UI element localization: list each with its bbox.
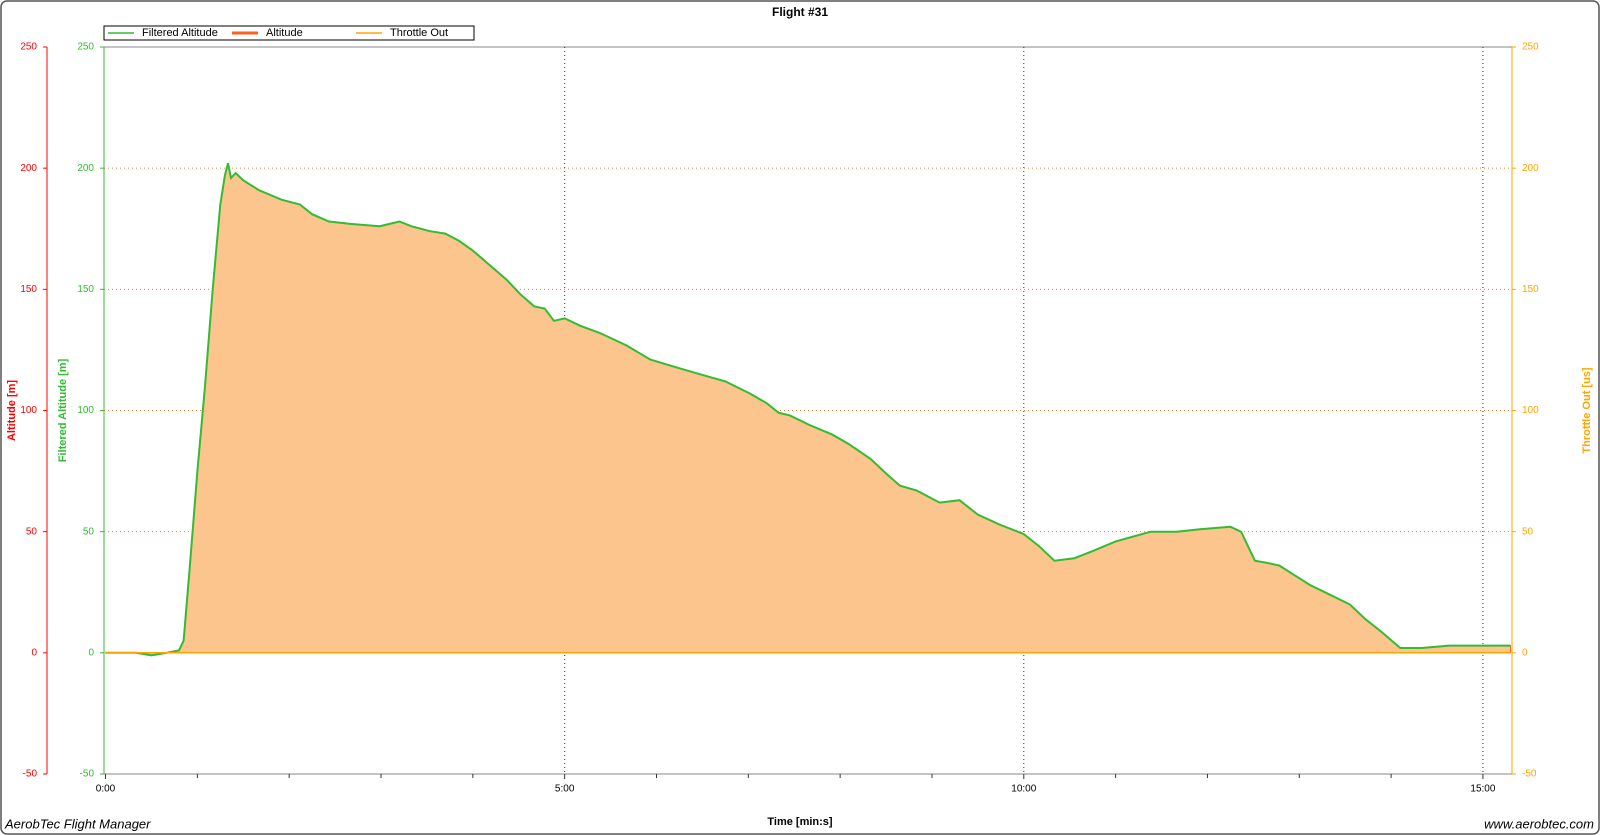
x-tick-label: 5:00 xyxy=(555,784,575,795)
y-tick-label: 0 xyxy=(88,647,94,658)
x-axis-label: Time [min:s] xyxy=(767,816,833,828)
footer-left: AerobTec Flight Manager xyxy=(4,816,151,831)
chart-title: Flight #31 xyxy=(772,5,828,19)
y-tick-label: 200 xyxy=(77,163,94,174)
y-tick-label: 50 xyxy=(26,526,38,537)
y-axis-label: Filtered Altitude [m] xyxy=(57,358,69,462)
footer-right: www.aerobtec.com xyxy=(1484,816,1594,831)
y-tick-label: 100 xyxy=(20,405,37,416)
y-tick-label: 150 xyxy=(1522,284,1539,295)
y-tick-label: 0 xyxy=(31,647,37,658)
line xyxy=(105,163,1511,657)
y-tick-label: -50 xyxy=(1522,769,1537,780)
y-tick-label: 250 xyxy=(1522,42,1539,53)
y-tick-label: 250 xyxy=(20,42,37,53)
y-tick-label: -50 xyxy=(80,769,95,780)
y-tick-label: 0 xyxy=(1522,647,1528,658)
y-tick-label: 100 xyxy=(1522,405,1539,416)
y-tick-label: 150 xyxy=(20,284,37,295)
legend-label: Throttle Out xyxy=(390,27,448,39)
y-tick-label: 50 xyxy=(83,526,95,537)
x-tick-label: 0:00 xyxy=(96,784,116,795)
y-tick-label: -50 xyxy=(23,769,38,780)
legend-label: Altitude xyxy=(266,27,303,39)
legend-label: Filtered Altitude xyxy=(142,27,218,39)
y-tick-label: 250 xyxy=(77,42,94,53)
legend-box xyxy=(103,25,475,41)
y-tick-label: 200 xyxy=(1522,163,1539,174)
y-axis-label: Altitude [m] xyxy=(6,380,18,441)
y-tick-label: 150 xyxy=(77,284,94,295)
y-axis-label: Throttle Out [us] xyxy=(1581,367,1593,453)
y-tick-label: 100 xyxy=(77,405,94,416)
y-tick-label: 200 xyxy=(20,163,37,174)
x-tick-label: 15:00 xyxy=(1470,784,1495,795)
y-tick-label: 50 xyxy=(1522,526,1534,537)
x-tick-label: 10:00 xyxy=(1011,784,1036,795)
